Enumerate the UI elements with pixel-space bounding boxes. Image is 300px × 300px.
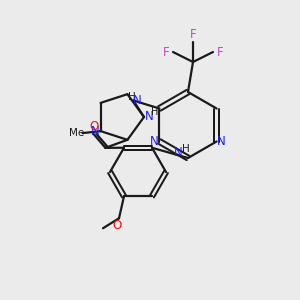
Text: N: N [91,124,100,138]
Text: N: N [174,146,182,159]
Text: H: H [151,107,159,117]
Text: H: H [182,144,190,154]
Text: N: N [133,94,142,107]
Text: F: F [217,46,223,59]
Text: N: N [150,135,159,148]
Text: Me: Me [69,128,84,138]
Text: O: O [90,120,99,133]
Text: F: F [190,28,196,41]
Text: F: F [163,46,169,59]
Text: O: O [112,219,122,232]
Text: H: H [128,92,135,101]
Text: N: N [145,110,153,124]
Text: N: N [217,135,226,148]
